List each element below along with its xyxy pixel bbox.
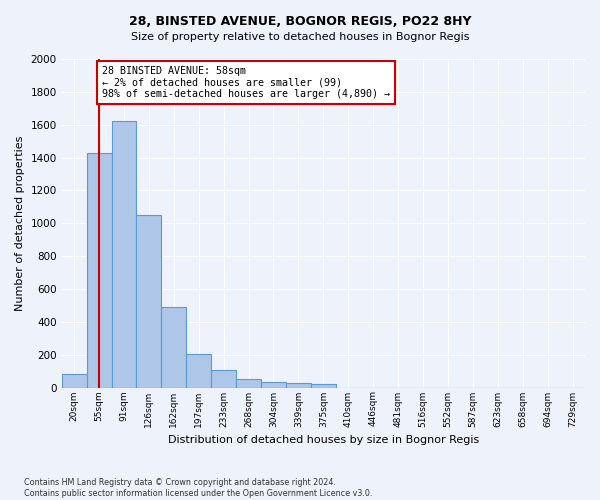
Bar [136, 215, 161, 388]
Text: Contains HM Land Registry data © Crown copyright and database right 2024.
Contai: Contains HM Land Registry data © Crown c… [24, 478, 373, 498]
Bar [286, 384, 311, 388]
Bar [112, 122, 136, 388]
Bar [62, 374, 86, 388]
Text: 28, BINSTED AVENUE, BOGNOR REGIS, PO22 8HY: 28, BINSTED AVENUE, BOGNOR REGIS, PO22 8… [129, 15, 471, 28]
Bar [161, 307, 186, 388]
Bar [186, 354, 211, 388]
Bar [86, 152, 112, 388]
Bar [211, 370, 236, 388]
X-axis label: Distribution of detached houses by size in Bognor Regis: Distribution of detached houses by size … [168, 435, 479, 445]
Bar [311, 384, 336, 388]
Bar [261, 382, 286, 388]
Y-axis label: Number of detached properties: Number of detached properties [15, 136, 25, 311]
Text: 28 BINSTED AVENUE: 58sqm
← 2% of detached houses are smaller (99)
98% of semi-de: 28 BINSTED AVENUE: 58sqm ← 2% of detache… [101, 66, 389, 99]
Bar [236, 380, 261, 388]
Text: Size of property relative to detached houses in Bognor Regis: Size of property relative to detached ho… [131, 32, 469, 42]
